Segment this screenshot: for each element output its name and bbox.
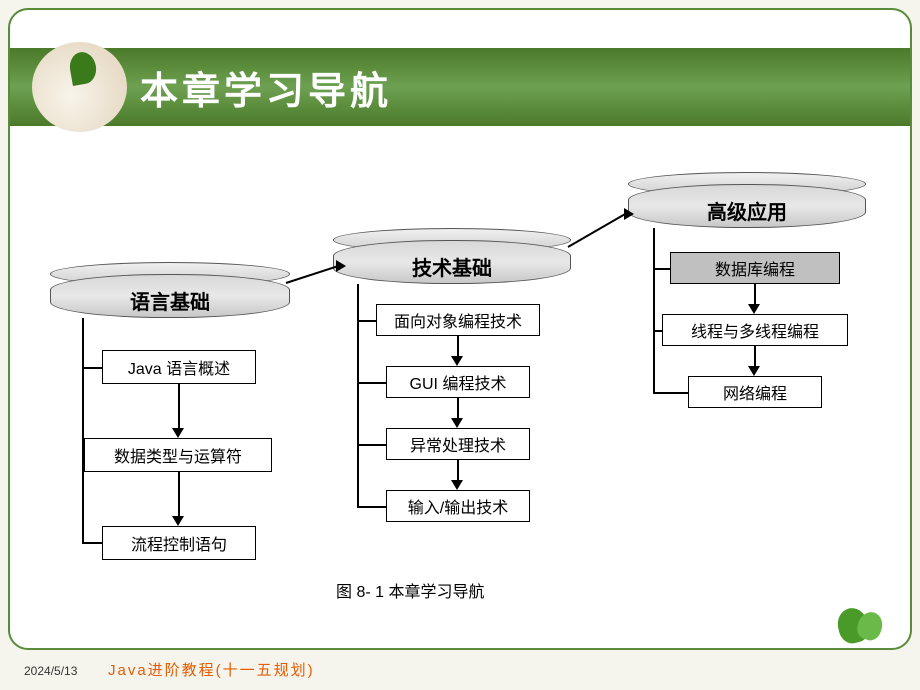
arrow-down-icon [451,356,463,366]
header-band: 本章学习导航 [10,48,910,126]
item-exception: 异常处理技术 [386,428,530,460]
connector [457,398,459,418]
connector [457,460,459,480]
connector [457,336,459,356]
cylinder-language-basics: 语言基础 [50,274,290,318]
plant-decoration-icon [820,593,890,648]
connector [82,542,102,544]
item-threads: 线程与多线程编程 [662,314,848,346]
connector [82,367,102,369]
arrow-down-icon [172,516,184,526]
cylinder-tech-basics: 技术基础 [333,240,571,284]
arrow-down-icon [451,418,463,428]
connector [653,392,688,394]
arrow-down-icon [172,428,184,438]
item-gui: GUI 编程技术 [386,366,530,398]
cylinder-body: 高级应用 [628,184,866,228]
item-label: GUI 编程技术 [410,370,507,394]
arrow-down-icon [451,480,463,490]
flow-arrow [286,265,340,284]
item-database: 数据库编程 [670,252,840,284]
item-label: 流程控制语句 [131,531,227,555]
diagram-area: 语言基础 技术基础 高级应用 Java 语言概述 数据类型与运算符 [10,140,910,648]
cylinder-label: 高级应用 [707,196,787,225]
item-label: 线程与多线程编程 [691,318,819,342]
arrow-right-icon [624,208,634,220]
footer-text: Java进阶教程(十一五规划) [108,659,315,680]
connector [754,284,756,304]
item-label: 数据库编程 [715,256,795,280]
cylinder-advanced: 高级应用 [628,184,866,228]
arrow-right-icon [336,260,346,272]
slide-frame: 本章学习导航 语言基础 技术基础 高级应用 [8,8,912,650]
arrow-down-icon [748,304,760,314]
connector [653,268,670,270]
connector [653,330,662,332]
item-java-overview: Java 语言概述 [102,350,256,384]
item-label: 异常处理技术 [410,432,506,456]
connector [82,318,84,543]
connector [653,228,655,392]
connector [178,384,180,428]
connector [357,284,359,506]
flow-arrow [568,213,626,248]
item-data-types: 数据类型与运算符 [84,438,272,472]
arrow-down-icon [748,366,760,376]
item-label: 输入/输出技术 [408,494,508,518]
cylinder-body: 语言基础 [50,274,290,318]
footer-date: 2024/5/13 [24,664,77,678]
connector [178,472,180,516]
item-io: 输入/输出技术 [386,490,530,522]
cylinder-body: 技术基础 [333,240,571,284]
connector [357,506,386,508]
item-oop: 面向对象编程技术 [376,304,540,336]
cylinder-label: 语言基础 [130,286,210,315]
connector [357,444,386,446]
item-flow-control: 流程控制语句 [102,526,256,560]
item-label: 面向对象编程技术 [394,308,522,332]
item-network: 网络编程 [688,376,822,408]
connector [357,320,376,322]
item-label: 网络编程 [723,380,787,404]
connector [357,382,386,384]
item-label: Java 语言概述 [128,355,230,379]
page-title: 本章学习导航 [140,60,392,115]
leaf-decoration-icon [32,42,127,132]
item-label: 数据类型与运算符 [114,443,242,467]
connector [754,346,756,366]
figure-caption: 图 8- 1 本章学习导航 [336,578,484,602]
cylinder-label: 技术基础 [412,252,492,281]
